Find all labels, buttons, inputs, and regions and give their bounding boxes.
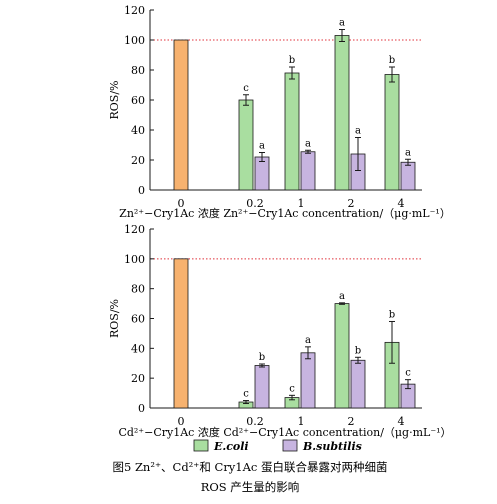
bar-bsubtilis	[400, 161, 416, 191]
y-tick-label: 20	[131, 372, 145, 385]
significance-letter: a	[259, 141, 265, 152]
significance-letter: c	[289, 383, 295, 394]
figure-caption-line2: ROS 产生量的影响	[201, 480, 300, 494]
bar-ecoli	[334, 35, 350, 191]
significance-letter: c	[243, 389, 249, 400]
y-tick-label: 120	[124, 4, 145, 17]
significance-letter: b	[389, 309, 395, 320]
significance-letter: a	[305, 335, 311, 346]
x-tick-label: 4	[398, 197, 405, 210]
y-tick-label: 0	[138, 402, 145, 415]
x-tick-label: 2	[348, 197, 355, 210]
y-tick-label: 0	[138, 184, 145, 197]
legend-swatch-ecoli	[193, 439, 209, 452]
significance-letter: a	[339, 291, 345, 302]
bar-ecoli	[284, 72, 300, 191]
y-tick-label: 40	[131, 342, 145, 355]
bar-bsubtilis	[350, 359, 366, 409]
x-axis-label: Zn²⁺−Cry1Ac 浓度 Zn²⁺−Cry1Ac concentration…	[119, 206, 451, 220]
significance-letter: c	[243, 83, 249, 94]
legend-swatch-bsubtilis	[282, 439, 298, 452]
bar-bsubtilis	[300, 352, 316, 409]
significance-letter: a	[339, 18, 345, 29]
x-tick-label: 0.2	[246, 415, 264, 428]
x-tick-label: 4	[398, 415, 405, 428]
significance-letter: a	[305, 138, 311, 149]
significance-letter: b	[389, 55, 395, 66]
x-tick-label: 0	[178, 197, 185, 210]
y-axis-label: ROS/%	[108, 299, 121, 338]
significance-letter: b	[289, 55, 295, 66]
y-tick-label: 60	[131, 313, 145, 326]
significance-letter: b	[259, 352, 265, 363]
x-tick-label: 0	[178, 415, 185, 428]
legend-label-ecoli: E.coli	[213, 440, 249, 453]
bar-control	[173, 39, 189, 191]
bar-ecoli	[334, 303, 350, 409]
bar-ecoli	[384, 74, 400, 191]
x-tick-label: 0.2	[246, 197, 264, 210]
y-axis-label: ROS/%	[108, 81, 121, 120]
significance-letter: b	[355, 345, 361, 356]
x-tick-label: 1	[298, 415, 305, 428]
legend-label-bsubtilis: B.subtilis	[302, 440, 362, 453]
y-tick-label: 80	[131, 283, 145, 296]
x-tick-label: 2	[348, 415, 355, 428]
significance-letter: c	[405, 368, 411, 379]
bar-ecoli	[238, 99, 254, 191]
bar-bsubtilis	[300, 151, 316, 191]
legend: E.coli B.subtilis	[193, 439, 362, 453]
x-tick-label: 1	[298, 197, 305, 210]
y-tick-label: 100	[124, 253, 145, 266]
y-tick-label: 120	[124, 223, 145, 236]
x-axis-label: Cd²⁺−Cry1Ac 浓度 Cd²⁺−Cry1Ac concentration…	[118, 425, 451, 439]
bar-bsubtilis	[254, 365, 270, 409]
significance-letter: a	[355, 126, 361, 137]
y-tick-label: 20	[131, 154, 145, 167]
y-tick-label: 40	[131, 124, 145, 137]
y-tick-label: 60	[131, 94, 145, 107]
bar-control	[173, 258, 189, 409]
y-tick-label: 100	[124, 34, 145, 47]
figure-caption-line1: 图5 Zn²⁺、Cd²⁺和 Cry1Ac 蛋白联合暴露对两种细菌	[112, 460, 387, 474]
y-tick-label: 80	[131, 64, 145, 77]
significance-letter: a	[405, 147, 411, 158]
